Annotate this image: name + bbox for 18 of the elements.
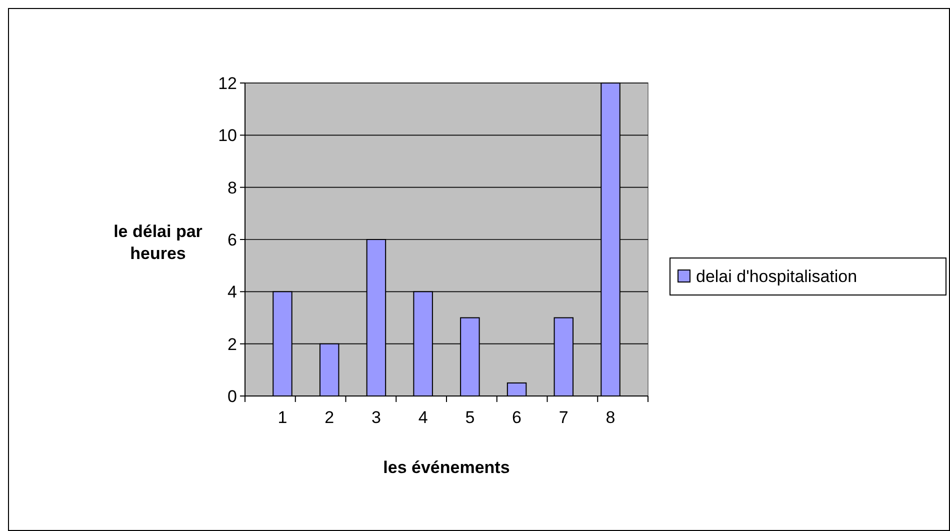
x-tick-label: 3 [371, 408, 381, 427]
x-tick-label: 7 [558, 408, 568, 427]
y-axis-title: le délai par heures [114, 222, 203, 263]
y-tick-label: 4 [228, 282, 237, 302]
y-tick-label: 8 [228, 178, 237, 198]
x-tick-label: 2 [324, 408, 334, 427]
x-axis-title: les événements [383, 458, 510, 477]
legend-label: delai d'hospitalisation [696, 266, 858, 286]
x-tick-label: 8 [606, 408, 616, 427]
y-tick-label: 2 [228, 334, 237, 354]
y-tick-label: 10 [218, 126, 237, 146]
y-tick-label: 6 [228, 230, 237, 250]
x-tick-label: 1 [278, 408, 288, 427]
x-tick-label: 5 [465, 408, 475, 427]
x-tick-label: 6 [512, 408, 522, 427]
x-tick-label: 4 [418, 408, 428, 427]
y-tick-label: 0 [228, 386, 237, 406]
y-tick-label: 12 [218, 74, 237, 93]
